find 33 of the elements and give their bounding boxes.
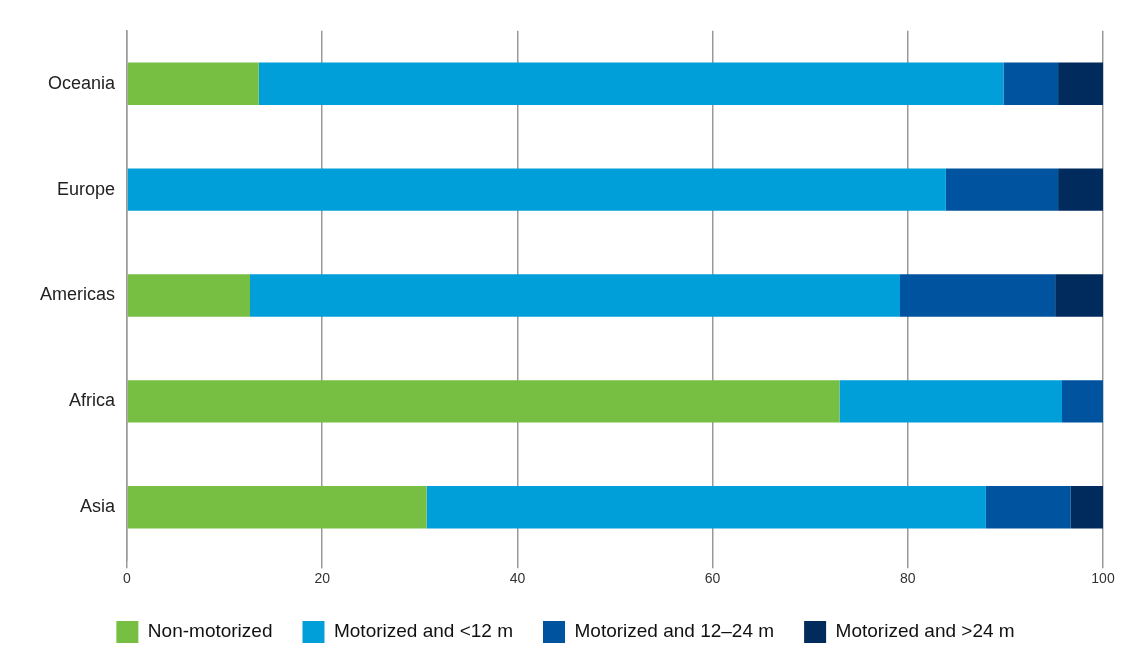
bar (127, 62, 259, 105)
legend-label: Non-motorized (147, 620, 273, 642)
bar (127, 168, 946, 211)
x-tick-label: 0 (123, 570, 132, 587)
bar (1062, 380, 1103, 423)
y-tick-label: Americas (40, 284, 116, 305)
y-tick-label: Oceania (47, 72, 116, 93)
x-tick-label: 40 (509, 570, 526, 587)
y-tick-label: Europe (56, 178, 116, 199)
x-tick-label: 20 (314, 570, 331, 587)
legend-label: Motorized and <12 m (333, 620, 513, 642)
bar (1003, 62, 1059, 105)
x-tick-label: 60 (704, 570, 721, 587)
bar (900, 274, 1056, 317)
bar (249, 274, 900, 317)
y-tick-label: Asia (80, 496, 116, 517)
bar (1055, 274, 1103, 317)
y-tick-label: Africa (69, 390, 116, 411)
bar (839, 380, 1063, 423)
bar (985, 486, 1071, 529)
x-tick-label: 100 (1091, 570, 1115, 587)
legend-label: Motorized and 12–24 m (574, 620, 775, 642)
bar (258, 62, 1004, 105)
bar (127, 274, 250, 317)
bar (1058, 62, 1103, 105)
bar (127, 486, 427, 529)
bar (1070, 486, 1103, 529)
legend-label: Motorized and >24 m (835, 620, 1015, 642)
bar (945, 168, 1059, 211)
bar (127, 380, 840, 423)
bar (426, 486, 986, 529)
bar (1058, 168, 1103, 211)
x-tick-label: 80 (900, 570, 916, 587)
